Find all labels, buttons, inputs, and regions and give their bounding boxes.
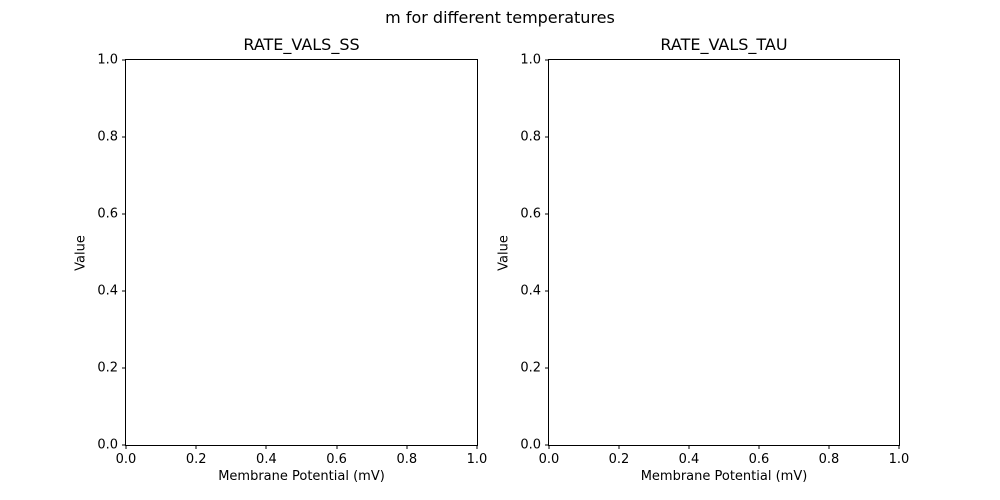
y-tick-label: 1.0 — [97, 52, 118, 68]
x-tick-mark — [828, 445, 830, 449]
y-tick-mark — [122, 59, 126, 61]
x-tick-label: 0.6 — [748, 452, 770, 467]
x-tick-label: 0.4 — [256, 452, 277, 467]
y-tick-label: 0.0 — [520, 437, 541, 453]
x-tick-mark — [195, 445, 197, 449]
y-tick-label: 1.0 — [520, 52, 541, 68]
x-tick-mark — [618, 445, 620, 449]
y-axis-ticks: 0.0 0.2 0.4 0.6 0.8 1.0 — [520, 54, 899, 452]
y-tick-mark — [122, 444, 126, 446]
x-tick-mark — [265, 445, 267, 449]
y-tick-label: 0.2 — [97, 360, 118, 376]
x-tick-label: 0.0 — [115, 452, 137, 467]
x-tick-mark — [476, 445, 478, 449]
subplot-title: RATE_VALS_SS — [243, 35, 360, 54]
y-tick-mark — [122, 290, 126, 292]
x-tick-label: 0.0 — [538, 452, 560, 467]
x-tick-mark — [688, 445, 690, 449]
y-tick-mark — [545, 367, 549, 369]
x-tick-label: 0.2 — [185, 452, 207, 467]
subplot-rate-vals-tau: RATE_VALS_TAU 0.0 0.2 0.4 0.6 0.8 1.0 0.0 0.2 0… — [497, 35, 910, 484]
y-tick-label: 0.0 — [97, 437, 118, 453]
y-tick-label: 0.2 — [520, 360, 541, 376]
y-axis-ticks: 0.0 0.2 0.4 0.6 0.8 1.0 — [97, 54, 477, 452]
x-axis-ticks: 0.0 0.2 0.4 0.6 0.8 1.0 — [539, 60, 909, 466]
x-tick-mark — [758, 445, 760, 449]
y-tick-mark — [545, 444, 549, 446]
x-axis-ticks: 0.0 0.2 0.4 0.6 0.8 1.0 — [116, 60, 487, 466]
x-tick-mark — [406, 445, 408, 449]
y-tick-label: 0.4 — [97, 283, 118, 299]
y-tick-mark — [545, 290, 549, 292]
y-tick-mark — [545, 136, 549, 138]
x-tick-label: 0.6 — [326, 452, 347, 467]
y-tick-label: 0.6 — [97, 206, 118, 222]
y-axis-label: Value — [73, 234, 89, 271]
x-tick-label: 0.4 — [678, 452, 700, 467]
y-tick-mark — [545, 213, 549, 215]
x-tick-label: 0.8 — [818, 452, 840, 467]
x-axis-label: Membrane Potential (mV) — [640, 469, 808, 484]
subplot-rate-vals-ss: RATE_VALS_SS 0.0 0.2 0.4 0.6 0.8 1.0 0.0 0.2 0.… — [74, 35, 488, 484]
y-tick-mark — [545, 59, 549, 61]
figure-suptitle: m for different temperatures — [385, 8, 615, 27]
x-tick-mark — [336, 445, 338, 449]
y-tick-mark — [122, 136, 126, 138]
x-tick-label: 0.2 — [608, 452, 630, 467]
y-tick-mark — [122, 213, 126, 215]
y-tick-label: 0.6 — [520, 206, 541, 222]
y-axis-label: Value — [496, 234, 512, 271]
x-tick-label: 0.8 — [396, 452, 418, 467]
y-tick-label: 0.4 — [520, 283, 541, 299]
x-tick-mark — [898, 445, 900, 449]
x-tick-label: 1.0 — [466, 452, 488, 467]
subplot-title: RATE_VALS_TAU — [660, 35, 788, 54]
y-tick-label: 0.8 — [520, 129, 541, 145]
x-tick-mark — [548, 445, 550, 449]
x-tick-mark — [125, 445, 127, 449]
x-axis-label: Membrane Potential (mV) — [218, 469, 385, 484]
y-tick-label: 0.8 — [97, 129, 118, 145]
y-tick-mark — [122, 367, 126, 369]
x-tick-label: 1.0 — [888, 452, 910, 467]
